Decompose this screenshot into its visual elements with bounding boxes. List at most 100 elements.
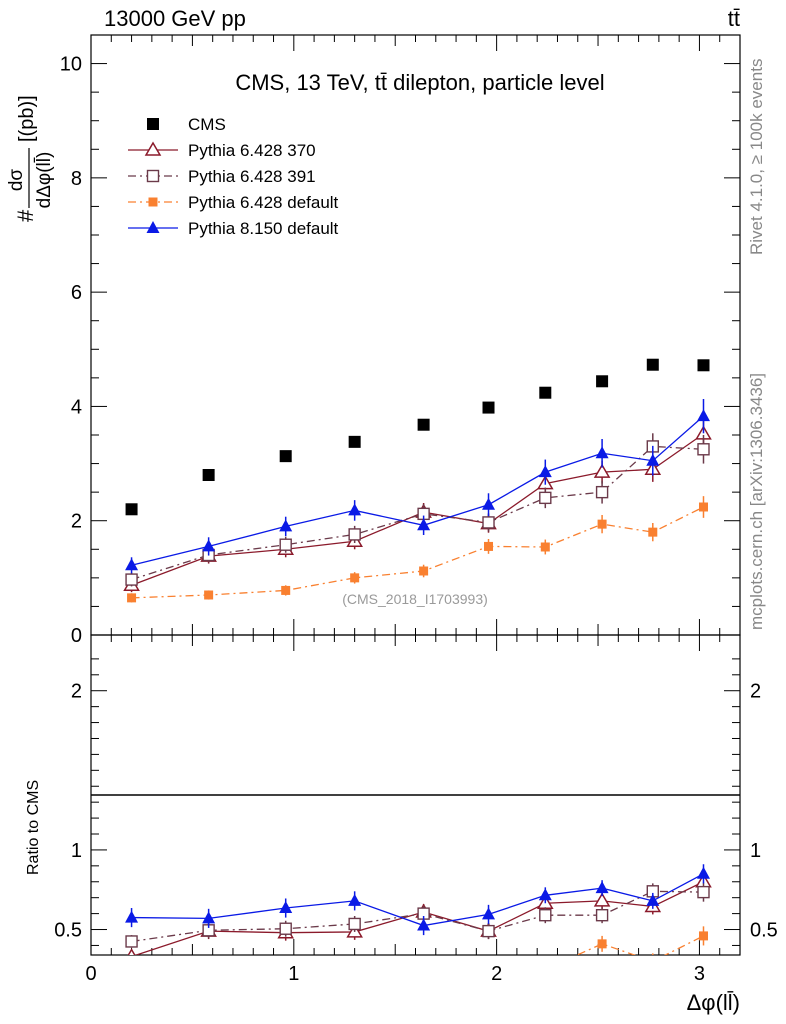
series-pythia-6-428-default (127, 496, 708, 603)
legend-marker (144, 141, 162, 156)
x-tick-label: 0 (85, 963, 96, 985)
ratio-point (482, 924, 495, 938)
data-point (595, 485, 609, 499)
x-tick-label: 2 (491, 963, 502, 985)
ratio-point (350, 973, 359, 982)
ratio-point (593, 892, 611, 907)
legend-marker (146, 221, 160, 233)
data-point (127, 593, 137, 603)
ratio-line (131, 890, 704, 943)
data-point (417, 518, 431, 531)
y-tick-label: 10 (60, 54, 82, 76)
data-point (697, 443, 710, 456)
y-tick-label: 6 (71, 282, 82, 304)
data-point (279, 538, 292, 551)
ratio-y-axis-label: Ratio to CMS (25, 780, 42, 875)
legend-item: CMS (147, 115, 226, 134)
axis-tick-labels: 0 1 2 3 0 2 4 6 8 10 0.5 1 2 0.5 1 2 (54, 54, 778, 985)
series-line (131, 506, 704, 599)
ratio-tick-label-right: 1 (750, 840, 761, 862)
x-axis-label: Δφ(ll̄) (687, 990, 740, 1015)
ratio-point (595, 908, 609, 922)
chart-title: CMS, 13 TeV, tt̄ dilepton, particle leve… (235, 70, 604, 95)
legend: CMS Pythia 6.428 370 Pythia 6.428 391 Pythi… (128, 115, 339, 238)
series-pythia-6-428-370 (123, 419, 712, 593)
data-point (482, 497, 496, 510)
legend-label: CMS (188, 115, 226, 134)
rivet-label: Rivet 4.1.0, ≥ 100k events (747, 59, 766, 255)
main-series-layer (123, 358, 712, 603)
data-point (279, 450, 292, 463)
series-line (131, 433, 704, 586)
data-point (597, 519, 607, 529)
ratio-line (575, 935, 704, 955)
ratio-point (127, 973, 136, 982)
data-point (698, 502, 708, 512)
data-point (696, 409, 710, 422)
y-tick-label: 4 (71, 396, 82, 418)
y-label-denominator: dΔφ(ll̄) (34, 152, 55, 209)
ratio-point (696, 866, 710, 879)
data-point (646, 358, 659, 371)
ratio-point (648, 957, 657, 966)
ratio-point (538, 888, 552, 901)
legend-item: Pythia 6.428 default (128, 193, 339, 212)
data-point (595, 446, 609, 459)
ratio-tick-label-right: 0.5 (750, 920, 778, 942)
ratio-tick-label: 0.5 (54, 920, 82, 942)
data-point (125, 503, 138, 516)
ratio-tick-label: 2 (71, 681, 82, 703)
legend-marker (147, 118, 159, 130)
series-line (131, 415, 704, 566)
ratio-point (202, 911, 216, 924)
data-point (125, 573, 138, 586)
ratio-point (539, 908, 552, 922)
ratio-pythia-8-150-default (125, 864, 710, 936)
legend-item: Pythia 8.150 default (128, 219, 339, 238)
ratio-point (541, 965, 550, 974)
ratio-tick-label-right: 2 (750, 681, 761, 703)
ratio-point (697, 885, 710, 899)
data-point (348, 435, 361, 448)
y-label-hash: # (13, 209, 38, 222)
data-point (281, 585, 291, 595)
data-point (646, 453, 660, 466)
ratio-point (279, 922, 292, 935)
ratio-tick-label: 1 (71, 840, 82, 862)
legend-label: Pythia 6.428 370 (188, 141, 316, 160)
data-point (538, 465, 552, 478)
data-point (697, 359, 710, 372)
ratio-series-layer (125, 864, 712, 982)
data-point (125, 558, 139, 571)
ratio-point (417, 918, 431, 931)
data-point (539, 491, 552, 505)
ratio-pythia-6-428-default (127, 926, 708, 982)
data-point (482, 401, 495, 414)
ratio-point (348, 917, 361, 931)
y-tick-label: 8 (71, 168, 82, 190)
data-point (596, 375, 609, 388)
y-label-numerator: dσ (6, 169, 27, 192)
data-point (593, 463, 611, 478)
series-cms (125, 358, 710, 516)
analysis-watermark: (CMS_2018_I1703993) (342, 591, 488, 607)
ratio-point (698, 931, 708, 941)
y-axis-label: # dσ dΔφ(ll̄) [(pb)] (6, 95, 55, 222)
data-point (348, 528, 361, 541)
legend-label: Pythia 6.428 default (188, 193, 339, 212)
data-point (540, 542, 550, 552)
ratio-point (419, 973, 428, 982)
legend-marker (148, 197, 158, 207)
legend-marker (146, 169, 160, 183)
y-tick-label: 2 (71, 511, 82, 533)
axis-ticks (90, 34, 741, 955)
data-point (348, 503, 362, 516)
legend-item: Pythia 6.428 391 (128, 167, 316, 186)
ratio-point (125, 935, 138, 948)
data-point (419, 566, 429, 576)
ratio-point (204, 973, 213, 982)
data-point (279, 519, 293, 532)
process-label: 13000 GeV pp (104, 6, 246, 31)
series-pythia-8-150-default (125, 399, 710, 574)
